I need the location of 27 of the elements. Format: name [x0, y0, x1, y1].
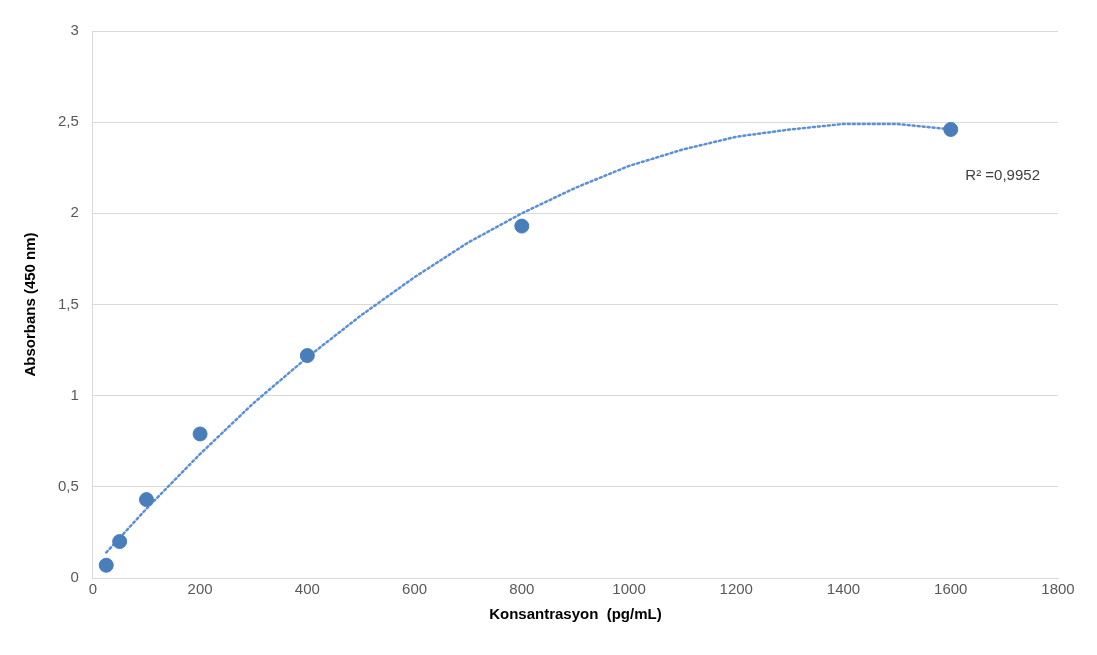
point [299, 348, 315, 364]
x-tick-label: 1000 [612, 580, 646, 598]
annotation: R² =0,9952 [965, 166, 1040, 184]
point [98, 557, 114, 573]
x-axis-title: Konsantrasyon (pg/mL) [489, 605, 662, 623]
y-tick-label: 0 [70, 568, 79, 586]
x-tick-label: 1600 [934, 580, 968, 598]
point [514, 218, 530, 234]
x-tick-label: 600 [402, 580, 428, 598]
y-axis-title: Absorbans (450 nm) [21, 232, 39, 377]
x-tick-label: 800 [509, 580, 535, 598]
x-tick-label: 1400 [826, 580, 861, 598]
y-tick-label: 3 [70, 21, 79, 39]
y-tick-label: 2 [70, 203, 79, 221]
y-tick-label: 1,5 [57, 294, 79, 312]
x-tick-label: 1800 [1041, 580, 1075, 598]
point [943, 121, 959, 137]
x-tick-label: 200 [187, 580, 213, 598]
point [138, 492, 154, 508]
x-tick-label: 1200 [719, 580, 753, 598]
y-tick-label: 1 [70, 385, 79, 403]
point [112, 534, 128, 550]
x-tick-label: 0 [88, 580, 98, 598]
point [192, 426, 208, 442]
y-tick-label: 0,5 [57, 476, 79, 494]
y-tick-label: 2,5 [57, 112, 79, 130]
x-tick-label: 400 [294, 580, 320, 598]
